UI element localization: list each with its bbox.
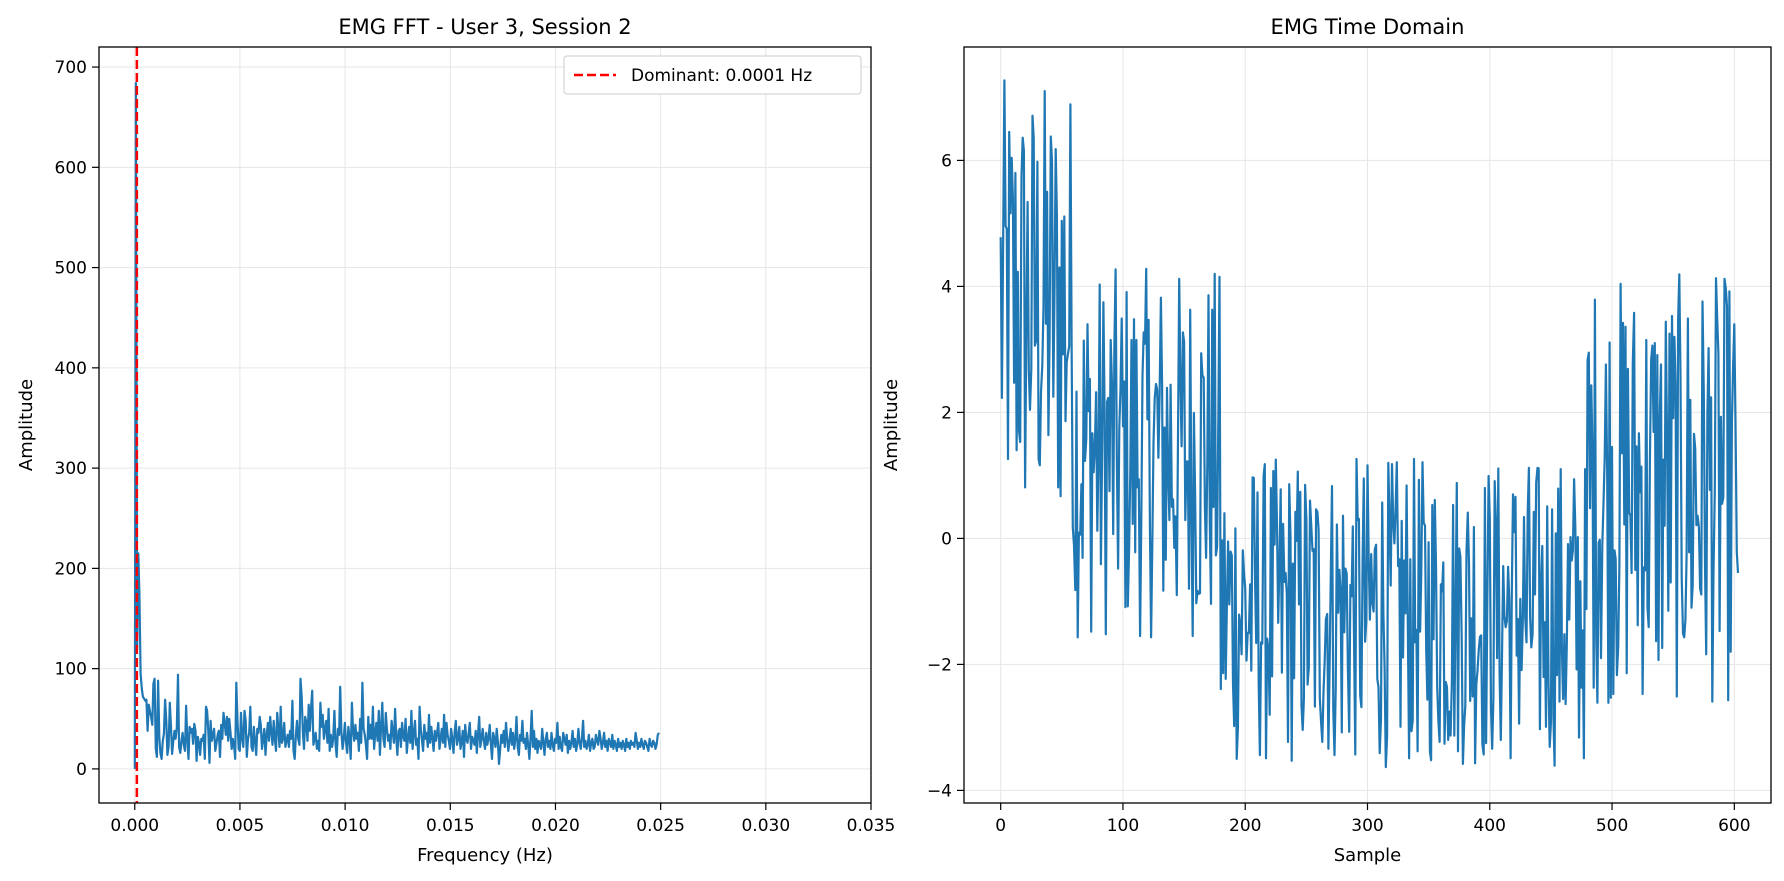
fft-x-tick-label: 0.020 xyxy=(531,816,580,836)
time-x-tick-label: 500 xyxy=(1596,816,1628,836)
time-domain-chart: 0 100 200 300 400 500 600 −4 −2 0 2 4 6 EMG Time Do… xyxy=(881,15,1772,866)
fft-y-tick-label: 700 xyxy=(55,58,87,78)
time-title: EMG Time Domain xyxy=(1271,15,1465,39)
time-y-axis-label: Amplitude xyxy=(881,379,902,471)
time-y-tick-label: 2 xyxy=(941,403,952,423)
fft-legend: Dominant: 0.0001 Hz xyxy=(563,55,862,95)
fft-x-tick-label: 0.030 xyxy=(741,816,790,836)
time-plot xyxy=(999,79,1740,769)
fft-plot xyxy=(133,47,660,803)
fft-y-tick-label: 100 xyxy=(55,660,87,680)
fft-y-tick-label: 200 xyxy=(55,559,87,579)
time-x-tick-label: 200 xyxy=(1229,816,1261,836)
time-y-tick-label: −4 xyxy=(927,781,952,801)
time-x-tick-label: 0 xyxy=(995,816,1006,836)
time-axes-frame xyxy=(963,46,1772,804)
time-series-line xyxy=(999,79,1740,769)
time-y-tick-label: −2 xyxy=(927,655,952,675)
fft-x-tick-label: 0.025 xyxy=(636,816,685,836)
time-x-tick-label: 400 xyxy=(1474,816,1506,836)
fft-y-tick-label: 0 xyxy=(76,760,87,780)
fft-axes-frame xyxy=(98,46,872,804)
fft-y-tick-label: 600 xyxy=(55,158,87,178)
time-x-axis-label: Sample xyxy=(1334,845,1402,866)
time-y-tick-label: 4 xyxy=(941,277,952,297)
fft-x-ticks: 0.000 0.005 0.010 0.015 0.020 0.025 0.030 0.035 xyxy=(110,803,895,836)
fft-y-ticks: 0 100 200 300 400 500 600 700 xyxy=(55,58,99,780)
time-x-ticks: 0 100 200 300 400 500 600 xyxy=(995,803,1751,836)
fft-y-tick-label: 300 xyxy=(55,459,87,479)
fft-x-tick-label: 0.035 xyxy=(847,816,896,836)
time-y-tick-label: 6 xyxy=(941,151,952,171)
time-x-tick-label: 300 xyxy=(1351,816,1383,836)
time-x-tick-label: 100 xyxy=(1107,816,1139,836)
time-y-ticks: −4 −2 0 2 4 6 xyxy=(927,151,964,801)
fft-title: EMG FFT - User 3, Session 2 xyxy=(338,15,631,39)
fft-x-tick-label: 0.005 xyxy=(216,816,265,836)
fft-legend-label: Dominant: 0.0001 Hz xyxy=(631,66,812,86)
fft-y-tick-label: 400 xyxy=(55,359,87,379)
fft-y-tick-label: 500 xyxy=(55,259,87,279)
time-y-tick-label: 0 xyxy=(941,529,952,549)
fft-series-line xyxy=(133,82,660,769)
fft-x-axis-label: Frequency (Hz) xyxy=(417,845,553,866)
time-x-tick-label: 600 xyxy=(1718,816,1750,836)
fft-grid xyxy=(99,47,872,803)
fft-y-axis-label: Amplitude xyxy=(16,379,37,471)
fft-x-tick-label: 0.000 xyxy=(110,816,159,836)
fft-legend-box xyxy=(563,55,862,95)
fft-x-tick-label: 0.015 xyxy=(426,816,475,836)
fft-x-tick-label: 0.010 xyxy=(321,816,370,836)
fft-chart: 0.000 0.005 0.010 0.015 0.020 0.025 0.030 0.035… xyxy=(16,15,895,866)
